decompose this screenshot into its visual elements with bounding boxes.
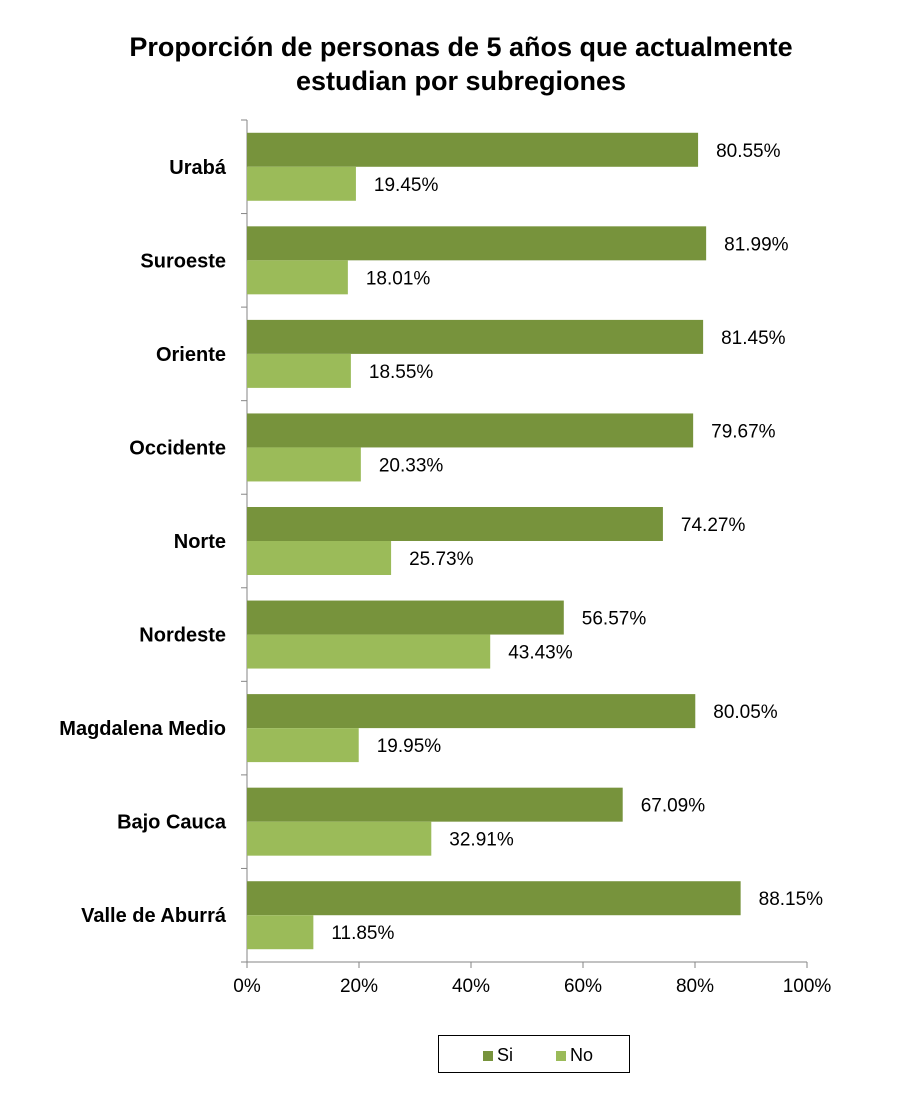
data-label-si-magdalena-medio: 80.05% [713, 702, 778, 723]
chart-title-line-2: estudian por subregiones [295, 66, 627, 96]
data-label-no-uraba: 19.45% [374, 175, 439, 196]
data-label-si-suroeste: 81.99% [724, 234, 789, 255]
data-label-si-norte: 74.27% [681, 515, 746, 536]
data-label-si-bajo-cauca: 67.09% [641, 796, 706, 817]
x-tick-label: 100% [783, 976, 832, 997]
bar-si-valle-de-aburra [247, 881, 741, 916]
legend: Si No [438, 1035, 630, 1073]
data-label-si-valle-de-aburra: 88.15% [759, 889, 824, 910]
bar-no-occidente [247, 447, 361, 482]
bar-no-norte [247, 541, 392, 575]
chart-title-line-1: Proporción de personas de 5 años que act… [129, 32, 793, 62]
bar-si-nordeste [247, 600, 564, 635]
category-label: Norte [174, 531, 226, 553]
bar-no-bajo-cauca [247, 821, 432, 856]
data-label-no-suroeste: 18.01% [366, 268, 431, 289]
category-label: Oriente [156, 344, 226, 366]
data-label-no-valle-de-aburra: 11.85% [331, 923, 394, 944]
bar-no-suroeste [247, 260, 348, 295]
bar-si-norte [247, 507, 663, 541]
data-label-si-oriente: 81.45% [721, 328, 786, 349]
bar-si-magdalena-medio [247, 694, 696, 729]
data-label-si-uraba: 80.55% [716, 141, 781, 162]
legend-swatch-si [483, 1050, 493, 1061]
data-label-no-magdalena-medio: 19.95% [377, 736, 442, 757]
x-tick-label: 80% [676, 976, 714, 997]
bar-no-valle-de-aburra [247, 915, 314, 950]
data-label-no-oriente: 18.55% [369, 362, 434, 383]
category-label: Nordeste [139, 625, 226, 647]
x-tick-label: 0% [233, 976, 261, 997]
data-label-no-occidente: 20.33% [379, 455, 444, 476]
bar-si-oriente [247, 319, 704, 354]
data-label-si-occidente: 79.67% [711, 421, 776, 442]
bar-si-occidente [247, 413, 694, 448]
bar-no-magdalena-medio [247, 728, 359, 763]
bar-no-nordeste [247, 634, 491, 669]
category-label: Suroeste [140, 250, 226, 272]
legend-label-no: No [570, 1045, 594, 1065]
data-label-si-nordeste: 56.57% [582, 609, 647, 630]
bar-no-oriente [247, 353, 351, 388]
legend-item-si: Si [483, 1045, 513, 1066]
category-label: Bajo Cauca [117, 812, 227, 834]
x-tick-label: 60% [564, 976, 602, 997]
chart-title: Proporción de personas de 5 años que act… [0, 30, 922, 98]
category-label: Occidente [129, 437, 226, 459]
category-label: Urabá [169, 157, 227, 179]
bar-si-uraba [247, 132, 699, 167]
category-label: Magdalena Medio [59, 718, 226, 740]
data-label-no-norte: 25.73% [409, 549, 474, 570]
data-label-no-bajo-cauca: 32.91% [449, 830, 514, 851]
legend-swatch-no [556, 1050, 566, 1061]
data-label-no-nordeste: 43.43% [508, 643, 573, 664]
category-label: Valle de Aburrá [81, 905, 227, 927]
x-tick-label: 40% [452, 976, 490, 997]
bar-si-suroeste [247, 226, 707, 261]
legend-item-no: No [556, 1045, 593, 1066]
bar-si-bajo-cauca [247, 787, 623, 822]
x-tick-label: 20% [340, 976, 378, 997]
legend-label-si: Si [497, 1045, 514, 1065]
bar-no-uraba [247, 166, 356, 201]
